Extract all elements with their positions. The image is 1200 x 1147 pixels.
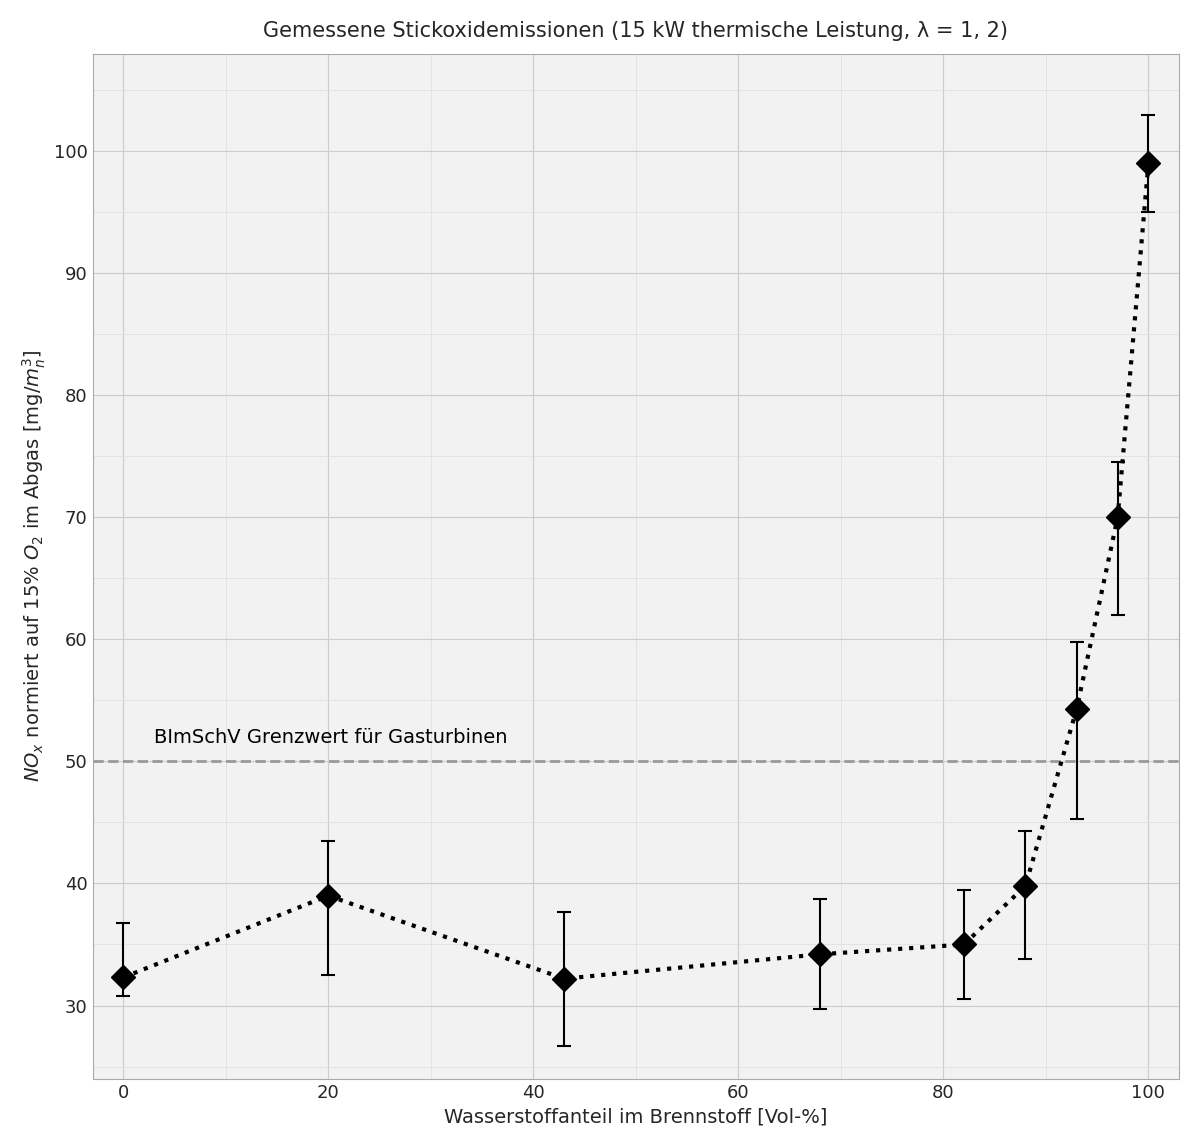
X-axis label: Wasserstoffanteil im Brennstoff [Vol-%]: Wasserstoffanteil im Brennstoff [Vol-%]: [444, 1107, 828, 1126]
Title: Gemessene Stickoxidemissionen (15 kW thermische Leistung, λ = 1, 2): Gemessene Stickoxidemissionen (15 kW the…: [263, 21, 1008, 41]
Y-axis label: $NO_x$ normiert auf 15% $O_2$ im Abgas [mg/$m_n^3$]: $NO_x$ normiert auf 15% $O_2$ im Abgas […: [20, 350, 48, 782]
Text: BImSchV Grenzwert für Gasturbinen: BImSchV Grenzwert für Gasturbinen: [154, 727, 508, 747]
